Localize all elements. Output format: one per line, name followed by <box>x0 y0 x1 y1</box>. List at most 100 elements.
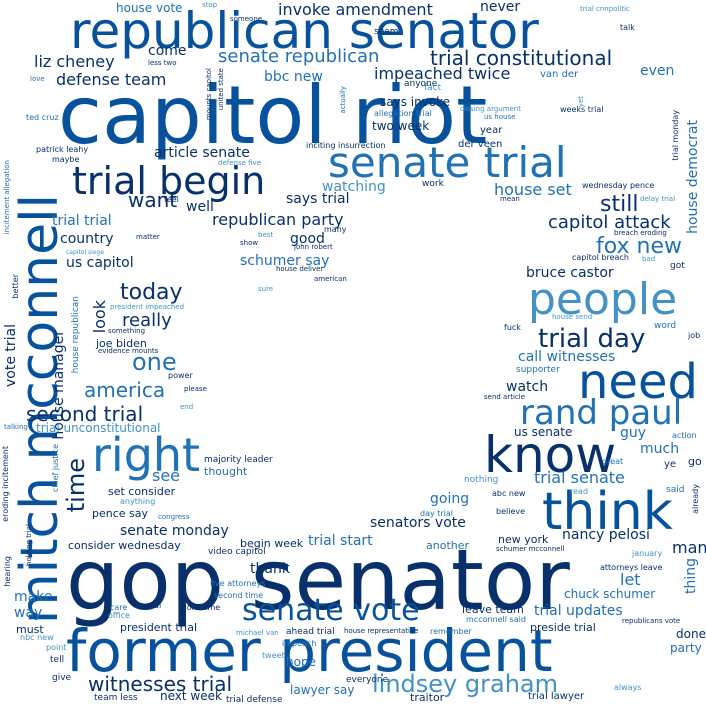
word: invoke amendment <box>278 0 433 19</box>
word: second trial <box>26 402 144 426</box>
word: york time <box>182 603 221 612</box>
word: delay trial <box>640 195 676 203</box>
word: party <box>670 641 702 655</box>
word: job <box>688 331 701 340</box>
word: nothing <box>464 475 499 485</box>
word: need <box>578 354 698 410</box>
word: mcconnell said <box>466 615 526 624</box>
word: sure <box>258 285 274 293</box>
word: chuck schumer <box>564 587 656 601</box>
word: witnesses trial <box>88 672 233 696</box>
word: vote trial <box>3 324 19 388</box>
word: always <box>614 683 642 692</box>
word: nbc new <box>20 633 54 642</box>
word: thank <box>250 561 290 577</box>
word: begin week <box>240 537 304 550</box>
word: lindsey graham <box>372 670 558 698</box>
word: today <box>120 280 183 305</box>
word: great <box>602 457 624 466</box>
word: leave team <box>462 603 524 616</box>
word: make <box>14 589 53 605</box>
word: trial begin <box>72 159 266 203</box>
word: says trial <box>286 191 350 207</box>
word: feel <box>164 195 179 204</box>
word: someone <box>230 15 263 23</box>
word: rand paul <box>520 393 683 433</box>
word: breach eroding <box>614 229 667 237</box>
word: bbc new <box>264 69 323 85</box>
word: closing argument <box>460 105 522 113</box>
word: january <box>632 549 663 558</box>
word: action <box>672 431 697 440</box>
word: one <box>132 348 177 376</box>
word: us capitol <box>66 255 134 271</box>
word: trial start <box>308 533 373 549</box>
word: good <box>290 231 325 247</box>
word: second time <box>214 591 264 600</box>
word: president trial <box>120 621 198 634</box>
word: allegation trial <box>374 109 432 118</box>
word: impeach <box>282 639 317 648</box>
word: right <box>92 428 201 482</box>
word: let <box>620 570 641 589</box>
word: van der <box>540 69 579 80</box>
word: thought <box>204 465 248 478</box>
word: thing <box>683 558 699 595</box>
word: got <box>670 261 685 271</box>
word: traitor <box>410 691 445 704</box>
word: point <box>46 643 67 652</box>
word: joe biden <box>96 337 147 350</box>
word: house vote <box>116 1 183 15</box>
word: der veen <box>458 139 503 150</box>
word: read <box>570 487 589 496</box>
word: set consider <box>108 485 176 498</box>
word: impeached twice <box>374 64 511 83</box>
word: john robert <box>294 243 333 251</box>
word: former president <box>66 617 553 685</box>
word: going <box>430 491 470 507</box>
word: republican senator <box>70 2 539 60</box>
word: nancy pelosi <box>562 527 650 543</box>
word: senators vote <box>370 515 466 531</box>
word: watch <box>506 379 549 395</box>
word: republican party <box>212 210 344 229</box>
word: said <box>666 485 685 495</box>
word: trial day <box>538 324 646 354</box>
word: think <box>542 482 673 542</box>
word: capitol siege <box>66 249 105 256</box>
word: still <box>600 192 639 217</box>
word: tell <box>50 655 65 665</box>
word: chief justice <box>51 444 60 493</box>
word: president impeached <box>110 303 185 311</box>
word: see <box>152 466 181 485</box>
word: actually <box>339 86 347 114</box>
word: trial defense <box>226 695 283 705</box>
word: even <box>640 63 675 79</box>
word: hearing <box>3 556 12 587</box>
word: people <box>528 274 678 325</box>
word: ahead trial <box>286 627 335 637</box>
word: must <box>16 623 44 636</box>
word: capitol breach <box>572 253 629 262</box>
word: senate vote <box>242 593 420 628</box>
word: majority leader <box>204 455 273 465</box>
word: trial senate <box>534 468 625 487</box>
word: capitol attack <box>548 212 671 233</box>
word: defense team <box>56 70 167 89</box>
word: go <box>688 455 702 468</box>
word: stop <box>202 1 218 9</box>
word: next week <box>160 689 222 703</box>
word: two week <box>372 119 430 133</box>
word: yet <box>577 96 585 108</box>
word: capitol riot <box>58 69 488 162</box>
word: schumer say <box>240 253 330 269</box>
word: wednesday pence <box>582 181 655 190</box>
word: preside trial <box>530 621 596 634</box>
word: attorneys leave <box>600 563 663 572</box>
word: something <box>108 327 146 335</box>
word: remember <box>430 627 472 636</box>
word: seem <box>374 27 399 37</box>
word: congress <box>158 513 190 521</box>
word: bruce castor <box>526 265 614 281</box>
